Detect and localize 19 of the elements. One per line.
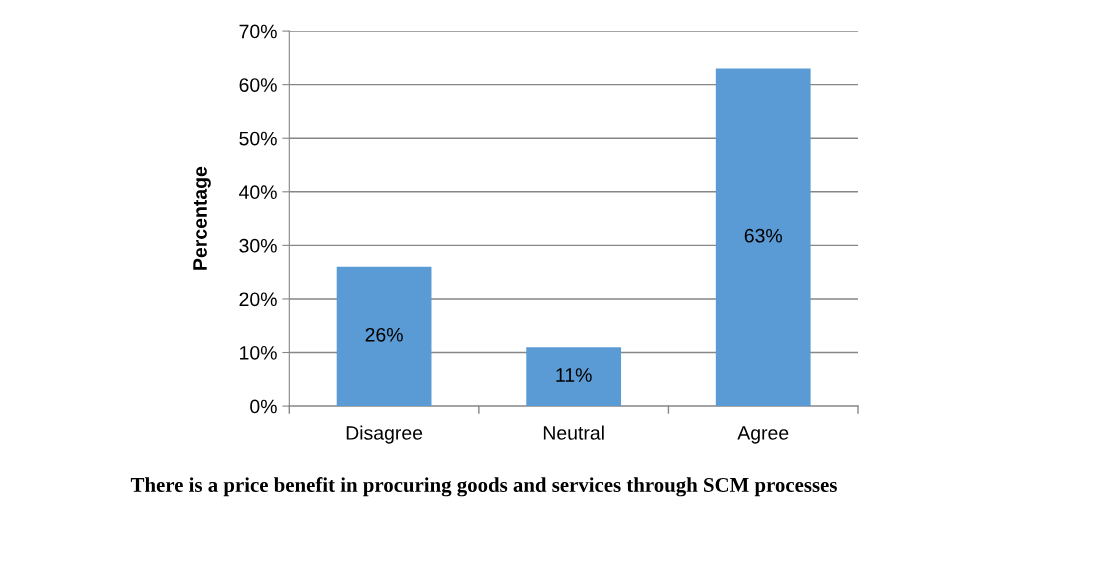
bar xyxy=(336,266,432,407)
y-axis-title: Percentage xyxy=(193,166,211,270)
y-tick-label: 20% xyxy=(239,292,277,307)
y-tick-label: 70% xyxy=(239,24,277,39)
x-tick-label: Agree xyxy=(737,426,789,444)
text: There is a price benefit in procuring goods and services through SCM processes xyxy=(130,477,837,497)
data-label: 63% xyxy=(744,228,782,243)
y-tick-label: 50% xyxy=(239,131,277,146)
x-tick-label: Disagree xyxy=(346,425,423,444)
data-label: 26% xyxy=(365,327,403,342)
bar xyxy=(715,68,811,407)
y-tick-label: 60% xyxy=(239,78,277,92)
x-tick-label: Neutral xyxy=(543,425,604,440)
y-tick-label: 0% xyxy=(250,399,277,414)
y-tick-label: 40% xyxy=(239,185,277,200)
bar xyxy=(526,347,622,407)
data-label: 11% xyxy=(556,368,592,382)
y-tick-label: 10% xyxy=(240,345,277,360)
y-tick-label: 30% xyxy=(239,238,277,253)
